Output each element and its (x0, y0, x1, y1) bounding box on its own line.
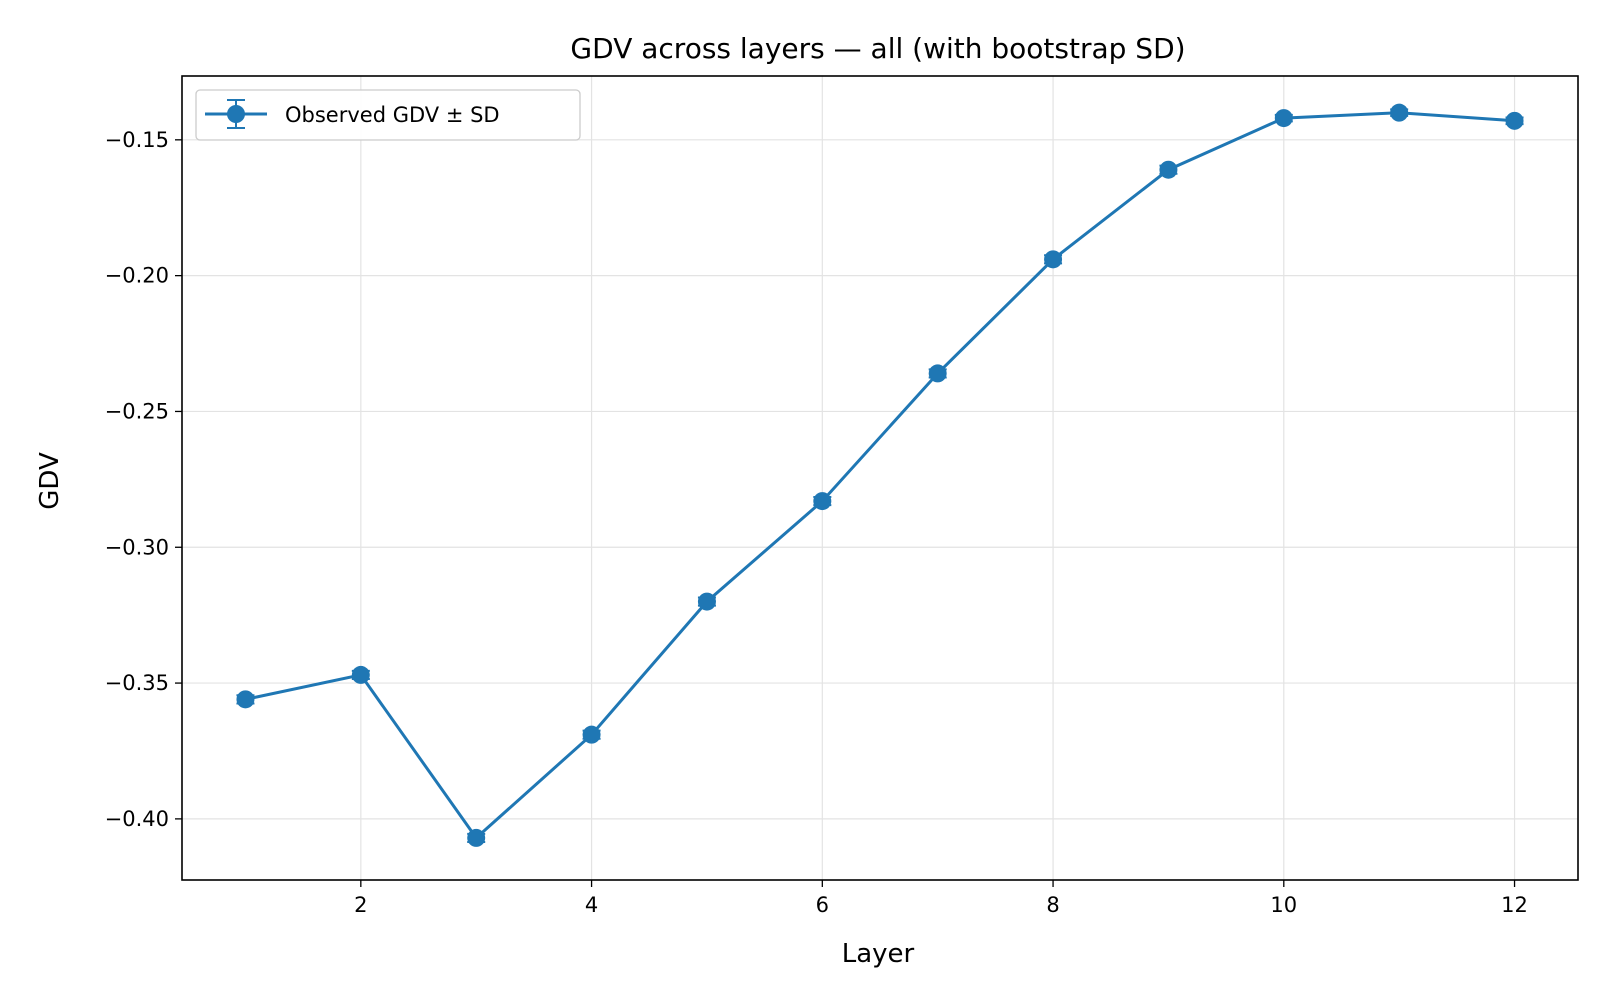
data-point (1505, 111, 1524, 130)
x-tick-label: 2 (354, 893, 367, 917)
x-tick-label: 12 (1501, 893, 1528, 917)
data-point (697, 592, 716, 611)
y-tick-label: −0.40 (105, 807, 169, 831)
series-line (245, 111, 1515, 841)
x-axis-label: Layer (842, 939, 915, 969)
y-tick-label: −0.25 (105, 399, 169, 423)
y-axis-label: GDV (35, 452, 65, 510)
data-point (1390, 103, 1409, 122)
data-point (236, 690, 255, 709)
legend-label: Observed GDV ± SD (285, 103, 500, 127)
y-tick-label: −0.30 (105, 535, 169, 559)
x-tick-label: 6 (816, 893, 829, 917)
data-point (582, 725, 601, 744)
plot-frame (181, 75, 1579, 881)
x-tick-label: 4 (585, 893, 598, 917)
chart-title: GDV across layers — all (with bootstrap … (570, 32, 1185, 65)
legend: Observed GDV ± SD (195, 89, 581, 141)
x-tick-label: 10 (1270, 893, 1297, 917)
grid-lines (182, 76, 1578, 880)
legend-box (195, 89, 581, 141)
y-tick-label: −0.15 (105, 128, 169, 152)
data-point (1159, 160, 1178, 179)
data-point (467, 828, 486, 847)
data-point (1044, 250, 1063, 269)
y-tick-label: −0.35 (105, 671, 169, 695)
axes: 2 4 6 8 10 12 −0.40 −0.35 −0.30 −0.25 −0.20 −0.15 (105, 128, 1528, 917)
data-series (236, 103, 1524, 847)
y-tick-label: −0.20 (105, 264, 169, 288)
legend-swatch (205, 99, 267, 129)
data-point (928, 364, 947, 383)
data-point (351, 665, 370, 684)
data-point (1274, 109, 1293, 128)
x-tick-label: 8 (1046, 893, 1059, 917)
data-point (813, 492, 832, 511)
legend-swatch-marker (227, 105, 245, 123)
